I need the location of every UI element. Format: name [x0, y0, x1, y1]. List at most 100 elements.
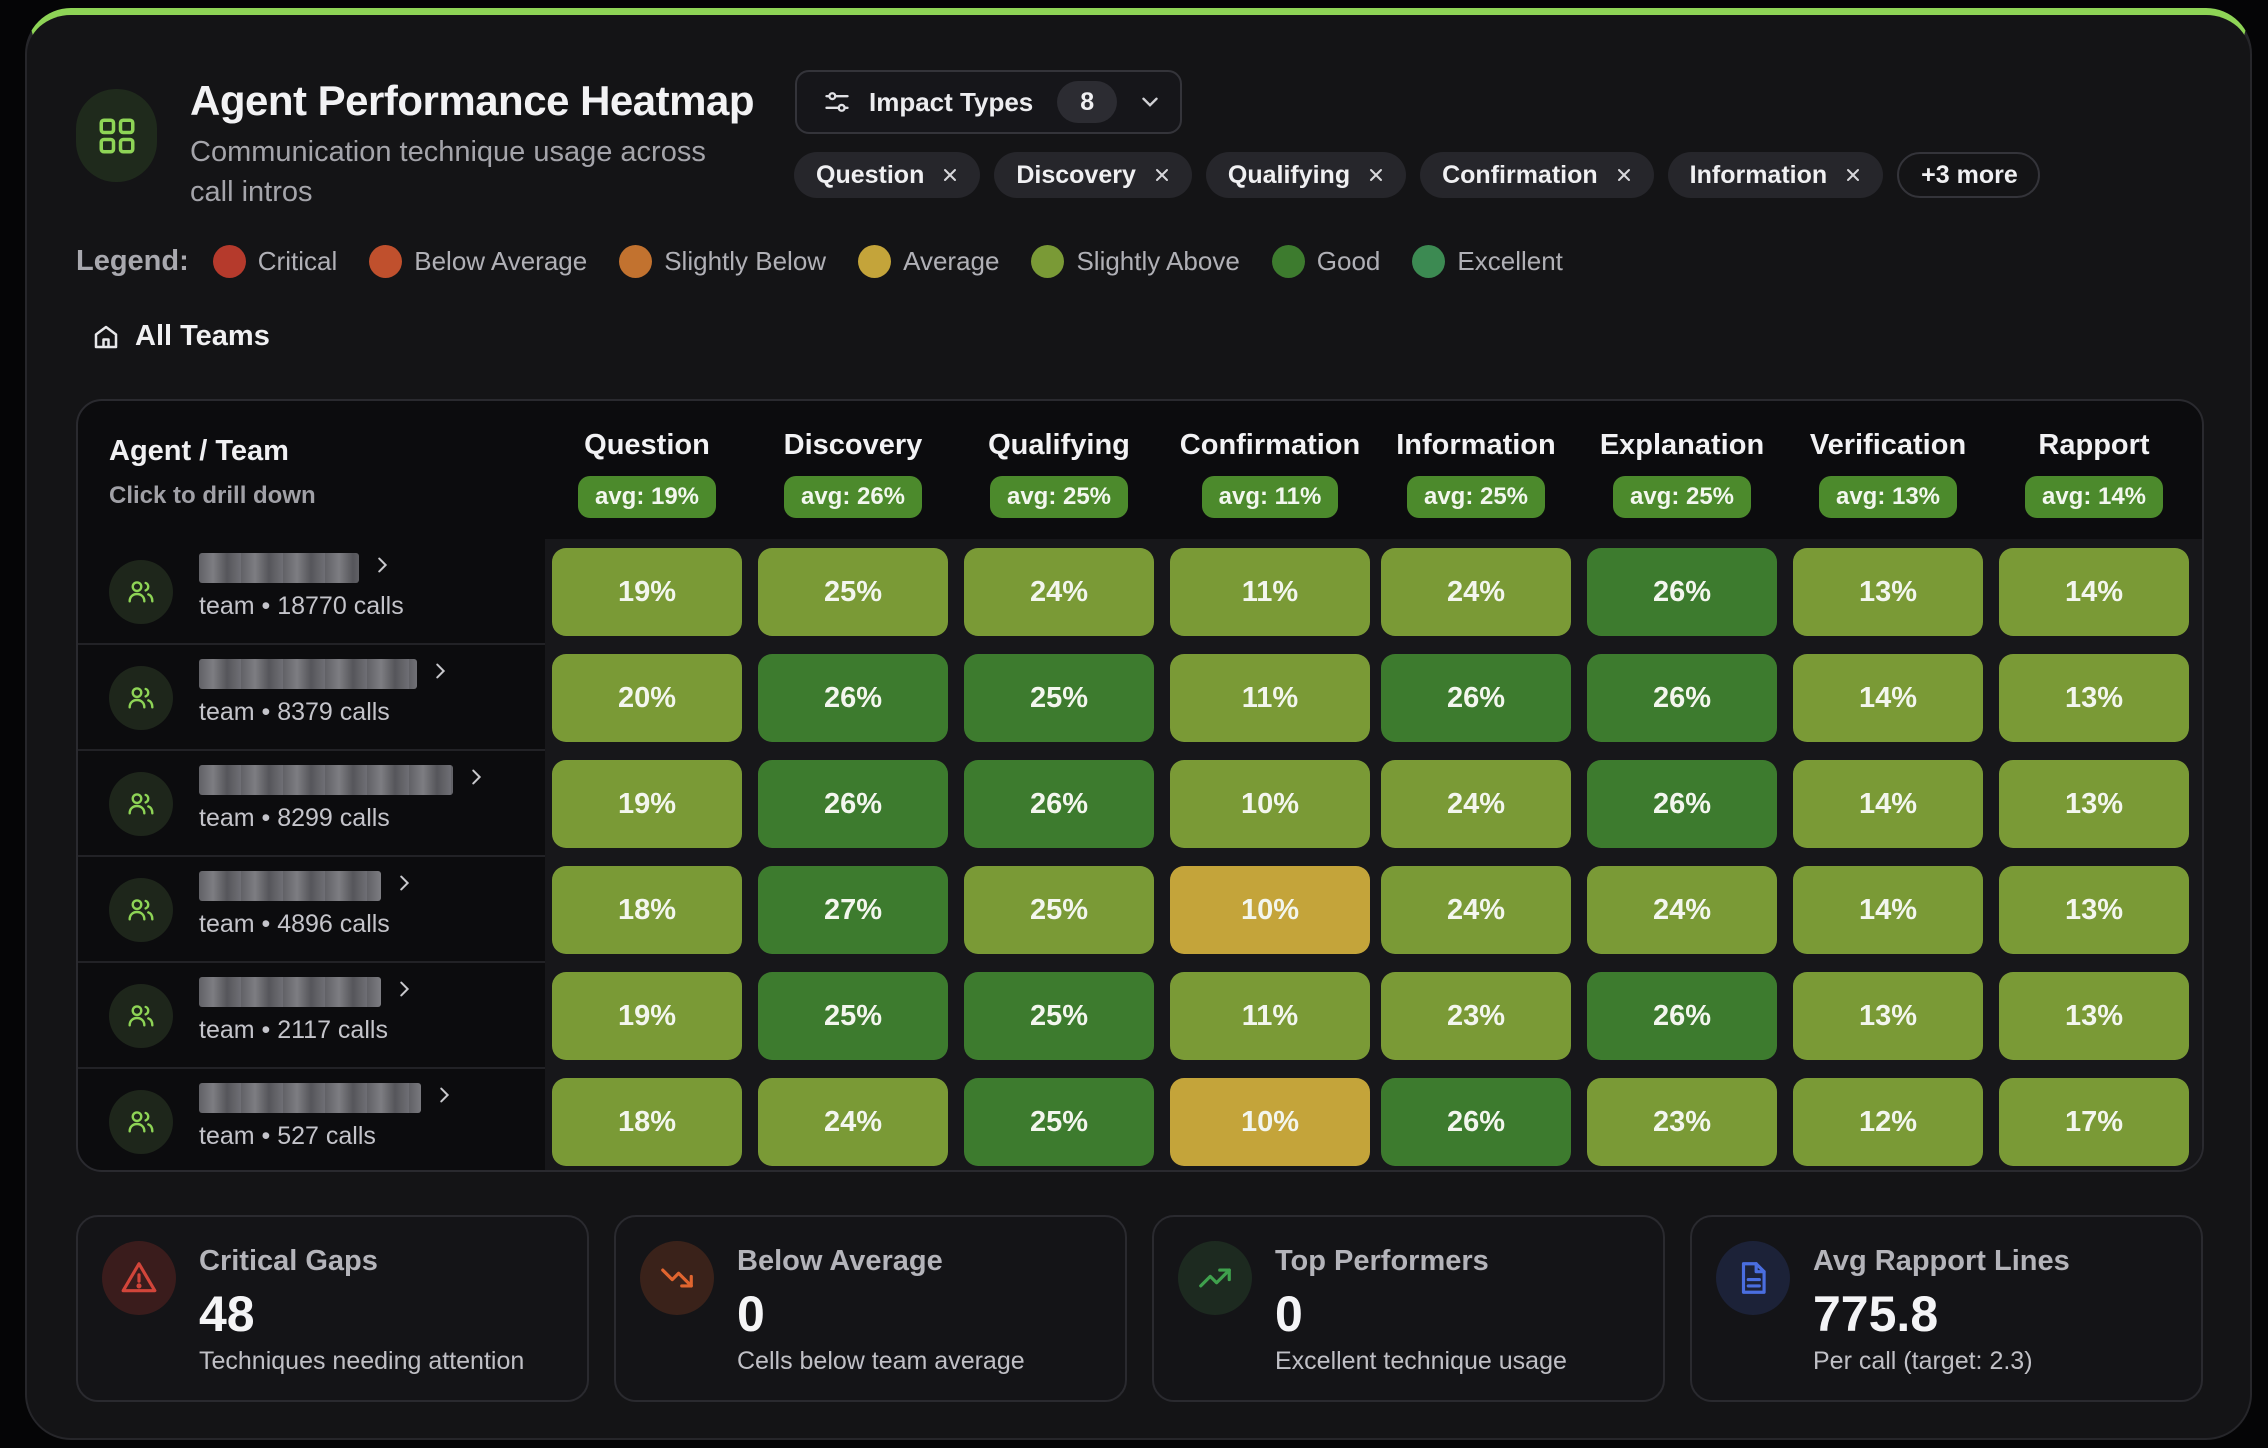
close-icon[interactable] — [1152, 165, 1172, 185]
table-row[interactable]: team • 4896 calls — [78, 857, 545, 963]
heatmap-cell[interactable]: 25% — [758, 972, 948, 1060]
heatmap-cell[interactable]: 25% — [758, 548, 948, 636]
legend-title: Legend: — [76, 245, 189, 277]
more-chips-button[interactable]: +3 more — [1897, 152, 2040, 198]
row-meta: team • 2117 calls — [199, 1016, 388, 1044]
heatmap-cell[interactable]: 24% — [758, 1078, 948, 1166]
heatmap-cell[interactable]: 24% — [1381, 866, 1571, 954]
filter-chip-qualifying[interactable]: Qualifying — [1205, 152, 1407, 198]
redacted-agent-name — [199, 977, 381, 1007]
heatmap-cell[interactable]: 18% — [552, 866, 742, 954]
heatmap-cell[interactable]: 25% — [964, 654, 1154, 742]
filter-chip-confirmation[interactable]: Confirmation — [1420, 152, 1654, 198]
table-row[interactable]: team • 8299 calls — [78, 751, 545, 857]
stat-value: 48 — [199, 1286, 255, 1342]
heatmap-cell[interactable]: 14% — [1793, 760, 1983, 848]
users-icon — [109, 560, 173, 624]
column-name: Rapport — [2038, 429, 2150, 461]
heatmap-cell[interactable]: 26% — [1381, 654, 1571, 742]
legend-dot — [619, 245, 653, 278]
column-header-explanation: Explanation avg: 25% — [1587, 429, 1777, 518]
heatmap-cell[interactable]: 25% — [964, 1078, 1154, 1166]
column-header-confirmation: Confirmation avg: 11% — [1170, 429, 1370, 518]
heatmap-cell[interactable]: 24% — [1587, 866, 1777, 954]
chevron-right-icon[interactable] — [429, 660, 451, 687]
table-row[interactable]: team • 2117 calls — [78, 963, 545, 1069]
column-avg-badge: avg: 25% — [989, 476, 1129, 518]
heatmap-cell[interactable]: 26% — [1587, 972, 1777, 1060]
heatmap-cell[interactable]: 19% — [552, 972, 742, 1060]
heatmap-cell[interactable]: 25% — [964, 866, 1154, 954]
trending-down-icon — [640, 1241, 714, 1315]
filter-chip-discovery[interactable]: Discovery — [994, 152, 1192, 198]
chevron-right-icon[interactable] — [371, 554, 393, 581]
column-header-qualifying: Qualifying avg: 25% — [964, 429, 1154, 518]
heatmap-cell[interactable]: 18% — [552, 1078, 742, 1166]
impact-chips: Question Discovery Qualifying Confirmation I… — [794, 152, 2040, 198]
heatmap-cell[interactable]: 11% — [1170, 654, 1370, 742]
heatmap-cell[interactable]: 26% — [964, 760, 1154, 848]
heatmap-cell[interactable]: 14% — [1793, 654, 1983, 742]
table-row[interactable]: team • 8379 calls — [78, 645, 545, 751]
column-avg-badge: avg: 25% — [1406, 476, 1546, 518]
heatmap-cell[interactable]: 27% — [758, 866, 948, 954]
stat-subtitle: Cells below team average — [737, 1347, 1025, 1375]
heatmap-cell[interactable]: 23% — [1587, 1078, 1777, 1166]
heatmap-cell[interactable]: 25% — [964, 972, 1154, 1060]
heatmap-cell[interactable]: 13% — [1793, 972, 1983, 1060]
chevron-right-icon[interactable] — [465, 766, 487, 793]
legend-item: Excellent — [1412, 245, 1563, 278]
heatmap-cell[interactable]: 13% — [1999, 972, 2189, 1060]
heatmap-cell[interactable]: 26% — [1587, 760, 1777, 848]
legend-dot — [1031, 245, 1065, 278]
table-row[interactable]: team • 527 calls — [78, 1069, 545, 1170]
legend-label: Below Average — [414, 246, 588, 276]
document-icon — [1716, 1241, 1790, 1315]
stat-card-avg-rapport-lines: Avg Rapport Lines 775.8 Per call (target: … — [1690, 1215, 2203, 1402]
heatmap-cell[interactable]: 26% — [758, 654, 948, 742]
column-name: Information — [1396, 429, 1556, 461]
impact-types-dropdown[interactable]: Impact Types 8 — [795, 70, 1182, 134]
legend-dot — [1271, 245, 1305, 278]
heatmap-cell[interactable]: 24% — [1381, 760, 1571, 848]
heatmap-cell[interactable]: 26% — [1381, 1078, 1571, 1166]
close-icon[interactable] — [1843, 165, 1863, 185]
chevron-right-icon[interactable] — [433, 1084, 455, 1111]
heatmap-cell[interactable]: 13% — [1999, 654, 2189, 742]
heatmap-cell[interactable]: 23% — [1381, 972, 1571, 1060]
heatmap-cell[interactable]: 11% — [1170, 548, 1370, 636]
chevron-right-icon[interactable] — [393, 978, 415, 1005]
heatmap-cell[interactable]: 26% — [1587, 548, 1777, 636]
breadcrumb[interactable]: All Teams — [91, 320, 270, 353]
heatmap-cell[interactable]: 13% — [1999, 866, 2189, 954]
filter-chip-question[interactable]: Question — [794, 152, 981, 198]
close-icon[interactable] — [1614, 165, 1634, 185]
heatmap-cell[interactable]: 24% — [964, 548, 1154, 636]
chevron-right-icon[interactable] — [393, 872, 415, 899]
heatmap-cell[interactable]: 26% — [758, 760, 948, 848]
legend-item: Below Average — [369, 245, 587, 278]
heatmap-cell[interactable]: 20% — [552, 654, 742, 742]
heatmap-cell[interactable]: 19% — [552, 548, 742, 636]
row-meta: team • 527 calls — [199, 1122, 376, 1150]
column-header-discovery: Discovery avg: 26% — [758, 429, 948, 518]
heatmap-cell[interactable]: 10% — [1170, 760, 1370, 848]
filter-chip-information[interactable]: Information — [1667, 152, 1884, 198]
heatmap-cell[interactable]: 10% — [1170, 866, 1370, 954]
heatmap-cell[interactable]: 26% — [1587, 654, 1777, 742]
legend-item: Slightly Below — [619, 245, 826, 278]
redacted-agent-name — [199, 659, 417, 689]
heatmap-cell[interactable]: 14% — [1999, 548, 2189, 636]
heatmap-cell[interactable]: 10% — [1170, 1078, 1370, 1166]
close-icon[interactable] — [940, 165, 960, 185]
table-row[interactable]: team • 18770 calls — [78, 539, 545, 645]
heatmap-cell[interactable]: 19% — [552, 760, 742, 848]
heatmap-cell[interactable]: 13% — [1999, 760, 2189, 848]
heatmap-cell[interactable]: 17% — [1999, 1078, 2189, 1166]
heatmap-cell[interactable]: 13% — [1793, 548, 1983, 636]
heatmap-cell[interactable]: 14% — [1793, 866, 1983, 954]
heatmap-cell[interactable]: 24% — [1381, 548, 1571, 636]
close-icon[interactable] — [1366, 165, 1386, 185]
heatmap-cell[interactable]: 11% — [1170, 972, 1370, 1060]
heatmap-cell[interactable]: 12% — [1793, 1078, 1983, 1166]
